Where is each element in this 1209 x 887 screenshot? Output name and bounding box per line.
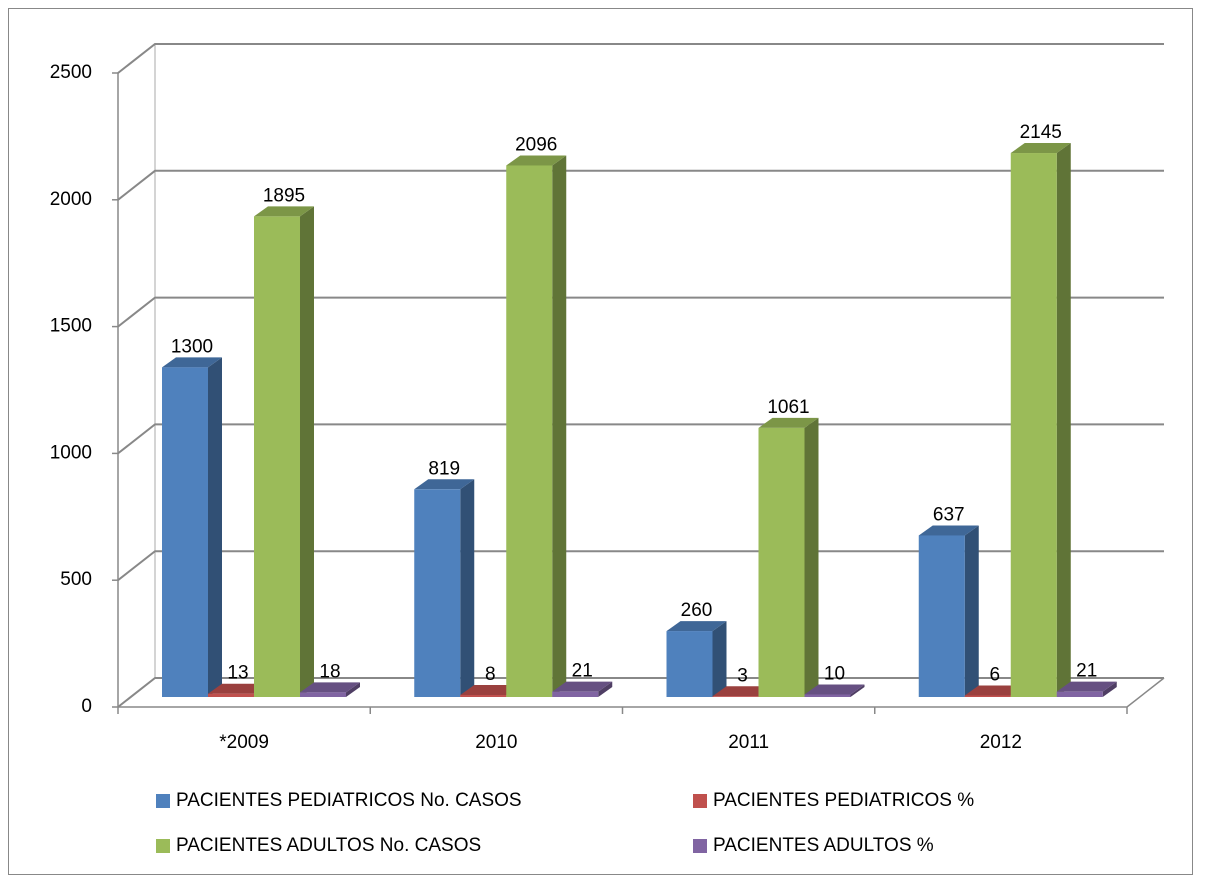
x-tick-label: 2012	[980, 732, 1022, 753]
bar-top	[208, 683, 268, 694]
bar-side	[712, 621, 727, 697]
bar-side	[552, 155, 567, 697]
bar-side	[964, 525, 979, 697]
value-label: 10	[824, 663, 845, 684]
bar-top	[964, 685, 1025, 696]
legend-swatch	[693, 794, 707, 808]
bar	[254, 216, 300, 698]
bar	[414, 489, 461, 697]
value-label: 819	[428, 458, 460, 479]
value-label: 1300	[171, 336, 213, 357]
bar-side	[346, 682, 360, 697]
x-tick-label: 2010	[475, 732, 517, 753]
bar	[758, 427, 805, 697]
bar-top	[804, 684, 865, 695]
legend-swatch	[156, 794, 170, 808]
bar	[208, 693, 254, 697]
bar-top	[300, 682, 360, 693]
bar-top	[712, 686, 773, 697]
bar-side	[598, 681, 613, 697]
bar-side	[804, 417, 819, 697]
value-label: 1061	[767, 397, 809, 418]
value-label: 21	[1076, 661, 1097, 682]
bar-top	[506, 155, 567, 166]
bar	[1010, 153, 1057, 697]
bar-top	[552, 681, 613, 692]
legend-swatch	[156, 839, 170, 853]
bar-side	[850, 684, 865, 697]
bar-top	[1010, 143, 1071, 154]
bar	[506, 165, 553, 697]
bar-side	[300, 206, 314, 698]
bar	[712, 696, 759, 697]
x-tick-label: *2009	[219, 732, 269, 753]
y-tick-label: 2000	[50, 189, 92, 210]
bar	[1056, 691, 1103, 697]
bar-side	[208, 357, 222, 697]
grid-line	[117, 677, 1164, 708]
value-label: 13	[227, 663, 248, 684]
bar	[162, 367, 208, 697]
value-label: 260	[681, 600, 713, 621]
value-label: 1895	[263, 185, 305, 206]
legend-swatch	[693, 839, 707, 853]
legend-label: PACIENTES PEDIATRICOS %	[713, 790, 974, 811]
y-tick-label: 0	[81, 696, 92, 717]
bar-side	[460, 479, 475, 697]
bar	[918, 535, 965, 697]
value-label: 2096	[515, 134, 557, 155]
grid-line	[117, 169, 1164, 201]
bar-top	[162, 357, 222, 368]
value-label: 8	[485, 664, 496, 685]
bar-top	[918, 525, 979, 536]
bar-top	[666, 621, 727, 632]
value-label: 21	[572, 661, 593, 682]
bar-top	[460, 684, 521, 695]
bar	[666, 631, 713, 697]
bar-side	[1102, 681, 1117, 697]
value-label: 3	[737, 665, 748, 686]
value-label: 6	[989, 664, 1000, 685]
grid-line	[117, 423, 1164, 455]
grid-line	[117, 550, 1164, 581]
legend-label: PACIENTES ADULTOS %	[713, 835, 934, 856]
x-tick-label: 2011	[728, 732, 769, 753]
bar-side	[1056, 143, 1071, 697]
legend-label: PACIENTES PEDIATRICOS No. CASOS	[176, 790, 522, 811]
bar	[300, 692, 346, 697]
bar-top	[758, 417, 819, 428]
bar	[552, 691, 599, 697]
value-label: 2145	[1020, 122, 1062, 143]
bar-top	[254, 206, 314, 217]
grid-line	[117, 296, 1164, 328]
value-label: 637	[933, 504, 965, 525]
y-tick-label: 2500	[50, 62, 92, 83]
bar	[964, 695, 1011, 697]
y-tick-label: 500	[60, 569, 92, 590]
grid-line	[117, 43, 1164, 74]
y-tick-label: 1000	[50, 442, 92, 463]
bar	[804, 694, 851, 697]
y-tick-label: 1500	[50, 316, 92, 337]
bar	[460, 694, 507, 697]
value-label: 18	[319, 661, 340, 682]
bar-top	[1056, 681, 1117, 692]
legend-label: PACIENTES ADULTOS No. CASOS	[176, 835, 481, 856]
bar-top	[414, 479, 475, 490]
